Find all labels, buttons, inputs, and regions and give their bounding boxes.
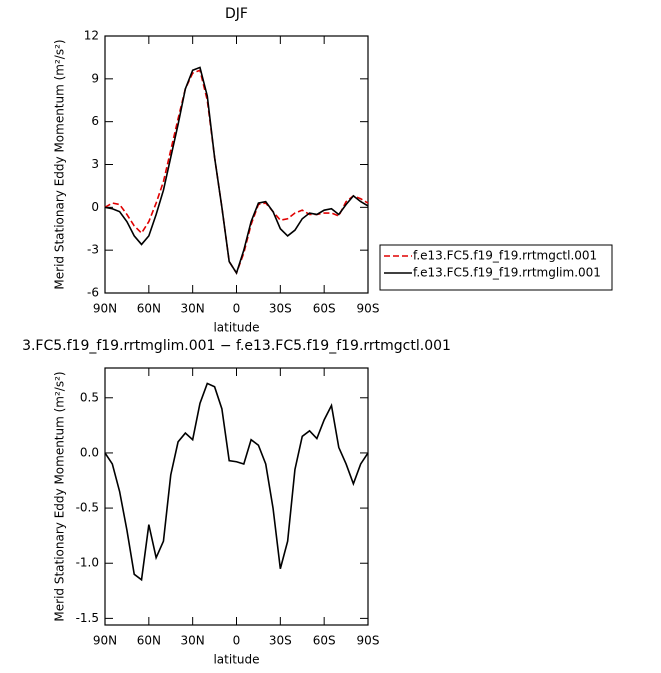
y-axis-label: Merid Stationary Eddy Momentum (m²/s²) (53, 371, 67, 621)
x-axis-label: latitude (213, 321, 259, 335)
x-tick-label: 30S (269, 302, 292, 316)
data-line (104, 69, 369, 275)
x-tick-label: 0 (233, 302, 241, 316)
legend-label: f.e13.FC5.f19_f19.rrtmglim.001 (413, 266, 601, 280)
chart-title: 3.FC5.f19_f19.rrtmglim.001 − f.e13.FC5.f… (22, 338, 451, 354)
x-axis-label: latitude (213, 653, 259, 667)
x-tick-label: 60S (313, 302, 336, 316)
y-tick-label: -1.0 (76, 556, 99, 570)
y-tick-label: -3 (87, 243, 99, 257)
x-tick-label: 90N (93, 302, 117, 316)
y-tick-label: 0 (91, 200, 99, 214)
y-tick-label: -1.5 (76, 611, 99, 625)
y-axis-label: Merid Stationary Eddy Momentum (m²/s²) (53, 39, 67, 289)
x-tick-label: 90N (93, 634, 117, 648)
plot-frame (104, 367, 369, 626)
legend-label: f.e13.FC5.f19_f19.rrtmgctl.001 (413, 249, 597, 263)
y-tick-label: 0.0 (80, 445, 99, 459)
y-tick-label: 6 (91, 114, 99, 128)
y-tick-label: 3 (91, 157, 99, 171)
plot-frame (104, 35, 369, 294)
y-tick-label: 0.5 (80, 390, 99, 404)
x-tick-label: 0 (233, 634, 241, 648)
x-tick-label: 60N (137, 634, 161, 648)
chart-title: DJF (225, 6, 248, 22)
legend-box (379, 244, 613, 291)
y-tick-label: 9 (91, 71, 99, 85)
x-tick-label: 30N (181, 302, 205, 316)
x-tick-label: 90S (357, 302, 380, 316)
y-tick-label: -0.5 (76, 501, 99, 515)
x-tick-label: 30N (181, 634, 205, 648)
x-tick-label: 30S (269, 634, 292, 648)
x-tick-label: 60S (313, 634, 336, 648)
x-tick-label: 60N (137, 302, 161, 316)
data-line (104, 382, 369, 582)
data-line (104, 66, 369, 275)
y-tick-label: 12 (84, 29, 99, 43)
x-tick-label: 90S (357, 634, 380, 648)
y-tick-label: -6 (87, 286, 99, 300)
